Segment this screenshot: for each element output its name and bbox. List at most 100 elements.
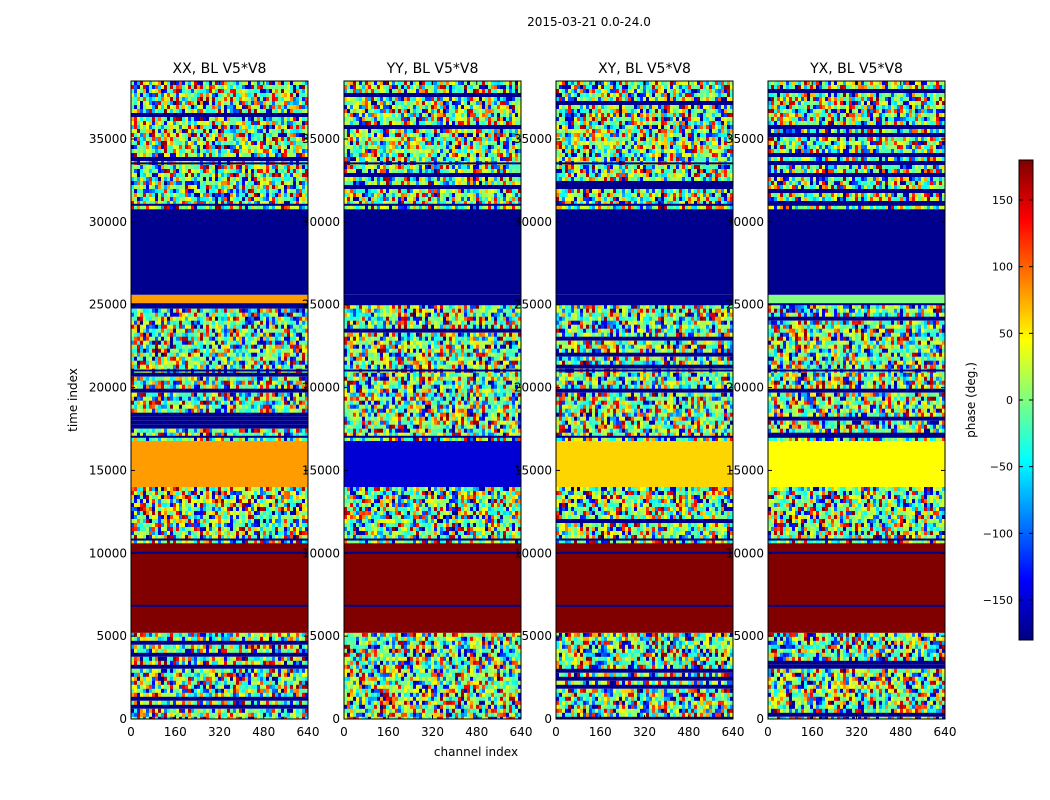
heatmap-cell: [185, 181, 189, 186]
heatmap-cell: [215, 105, 219, 110]
heatmap-cell: [212, 436, 216, 442]
heatmap-cell: [188, 523, 192, 528]
heatmap-cell: [197, 384, 201, 390]
heatmap-cell: [215, 648, 219, 654]
heatmap-cell: [206, 189, 210, 194]
heatmap-row: [131, 388, 308, 393]
heatmap-cell: [296, 376, 300, 382]
heatmap-cell: [257, 89, 261, 94]
heatmap-cell: [284, 125, 288, 130]
heatmap-cell: [146, 428, 150, 434]
heatmap-cell: [293, 396, 297, 402]
heatmap-cell: [134, 384, 138, 390]
heatmap-cell: [218, 185, 222, 190]
heatmap-cell: [284, 141, 288, 146]
heatmap-cell: [269, 105, 273, 110]
heatmap-cell: [137, 105, 141, 110]
heatmap-cell: [185, 668, 189, 674]
heatmap-cell: [299, 531, 303, 536]
heatmap-row: [131, 304, 308, 309]
heatmap-cell: [296, 360, 300, 366]
heatmap-cell: [212, 716, 216, 719]
heatmap-cell: [263, 515, 267, 520]
heatmap-cell: [185, 432, 189, 438]
heatmap-cell: [185, 320, 189, 326]
heatmap-cell: [164, 81, 168, 86]
heatmap-cell: [299, 495, 303, 500]
heatmap-cell: [269, 700, 273, 706]
heatmap-cell: [149, 392, 153, 398]
heatmap-cell: [302, 336, 306, 342]
heatmap-cell: [284, 117, 288, 122]
heatmap-cell: [176, 404, 180, 410]
heatmap-cell: [251, 149, 255, 154]
heatmap-cell: [188, 105, 192, 110]
heatmap-cell: [206, 396, 210, 402]
heatmap-cell: [179, 340, 183, 346]
heatmap-cell: [230, 101, 234, 106]
heatmap-cell: [158, 320, 162, 326]
heatmap-cell: [188, 527, 192, 532]
heatmap-cell: [200, 436, 204, 442]
heatmap-cell: [158, 332, 162, 338]
heatmap-cell: [158, 436, 162, 442]
heatmap-cell: [305, 503, 308, 508]
heatmap-cell: [146, 308, 150, 314]
heatmap-cell: [287, 105, 291, 110]
heatmap-cell: [218, 360, 222, 366]
heatmap-cell: [203, 89, 207, 94]
heatmap-cell: [188, 308, 192, 314]
heatmap-cell: [224, 632, 228, 638]
heatmap-cell: [233, 360, 237, 366]
heatmap-cell: [152, 676, 156, 682]
heatmap-cell: [296, 708, 300, 714]
heatmap-cell: [161, 380, 165, 386]
heatmap-cell: [302, 507, 306, 512]
heatmap-cell: [176, 364, 180, 370]
heatmap-cell: [200, 81, 204, 86]
heatmap-cell: [161, 404, 165, 410]
heatmap-cell: [176, 396, 180, 402]
heatmap-cell: [266, 523, 270, 528]
heatmap-cell: [302, 141, 306, 146]
heatmap-cell: [302, 308, 306, 314]
heatmap-cell: [191, 495, 195, 500]
heatmap-cell: [167, 684, 171, 690]
heatmap-cell: [212, 708, 216, 714]
heatmap-cell: [209, 535, 213, 540]
heatmap-cell: [257, 332, 261, 338]
heatmap-cell: [305, 644, 308, 650]
heatmap-cell: [266, 332, 270, 338]
heatmap-cell: [278, 527, 282, 532]
heatmap-cell: [200, 519, 204, 524]
heatmap-cell: [191, 340, 195, 346]
heatmap-cell: [248, 692, 252, 698]
heatmap-cell: [197, 487, 201, 492]
heatmap-cell: [272, 185, 276, 190]
heatmap-cell: [227, 680, 231, 686]
heatmap-cell: [191, 121, 195, 126]
heatmap-cell: [290, 700, 294, 706]
heatmap-cell: [146, 700, 150, 706]
heatmap-cell: [260, 181, 264, 186]
heatmap-cell: [170, 495, 174, 500]
heatmap-cell: [299, 672, 303, 678]
heatmap-cell: [179, 432, 183, 438]
heatmap-cell: [161, 408, 165, 414]
heatmap-cell: [245, 507, 249, 512]
heatmap-cell: [236, 312, 240, 318]
heatmap-cell: [290, 177, 294, 182]
heatmap-cell: [254, 384, 258, 390]
heatmap-cell: [167, 380, 171, 386]
heatmap-cell: [176, 644, 180, 650]
heatmap-cell: [242, 324, 246, 330]
heatmap-cell: [224, 539, 228, 544]
heatmap-cell: [230, 408, 234, 414]
heatmap-cell: [227, 527, 231, 532]
heatmap-cell: [290, 125, 294, 130]
heatmap-cell: [158, 380, 162, 386]
heatmap-cell: [164, 507, 168, 512]
heatmap-cell: [290, 101, 294, 106]
heatmap-cell: [170, 312, 174, 318]
heatmap-cell: [182, 436, 186, 442]
